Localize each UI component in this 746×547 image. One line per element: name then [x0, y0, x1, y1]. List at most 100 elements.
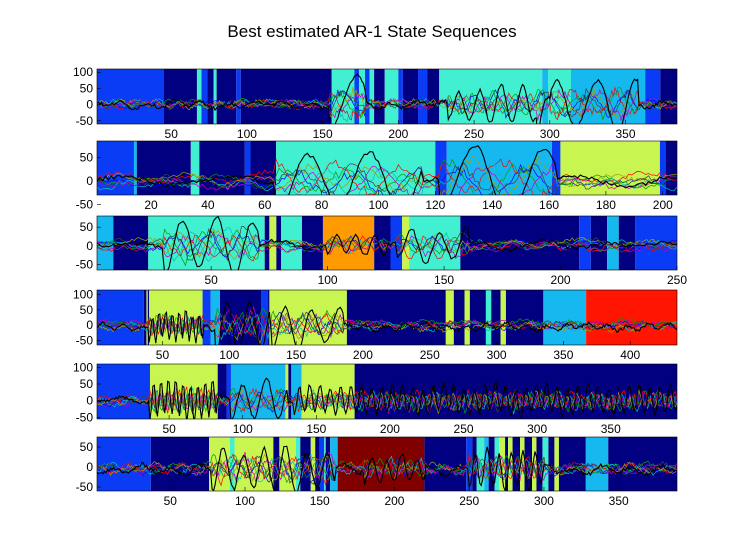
state-segment — [585, 437, 609, 491]
x-tick-label: 40 — [201, 198, 215, 212]
x-tick-label: 100 — [235, 494, 255, 508]
state-segment — [445, 290, 454, 345]
state-segment — [665, 141, 677, 195]
state-segment — [301, 364, 355, 419]
state-segment — [97, 290, 144, 345]
y-tick-label: -50 — [76, 480, 94, 494]
state-segment — [659, 141, 666, 195]
x-tick-label: 120 — [425, 198, 445, 212]
x-tick-label: 200 — [380, 422, 400, 436]
state-segment — [240, 69, 332, 124]
state-segment — [645, 69, 661, 124]
state-segment — [295, 437, 301, 491]
x-tick-label: 20 — [144, 198, 158, 212]
x-tick-label: 300 — [527, 422, 547, 436]
y-tick-label: -50 — [76, 410, 94, 424]
state-segment — [560, 141, 660, 195]
x-tick-label: 200 — [551, 273, 571, 287]
state-segment — [202, 290, 211, 345]
state-segment — [590, 216, 608, 270]
x-tick-label: 200 — [653, 198, 673, 212]
y-tick-label: 100 — [73, 360, 93, 374]
x-tick-label: 50 — [164, 494, 178, 508]
series-line — [97, 228, 677, 267]
state-segment — [358, 69, 366, 124]
state-segment — [660, 69, 677, 124]
state-segment — [500, 290, 506, 345]
x-tick-label: 50 — [204, 273, 218, 287]
state-segment — [424, 437, 467, 491]
state-segment — [216, 69, 237, 124]
state-segment — [398, 69, 403, 124]
state-segment — [365, 69, 370, 124]
x-tick-label: 150 — [310, 494, 330, 508]
x-tick-label: 250 — [420, 348, 440, 362]
subplot-5: 100 50 0 -50 50 100 150 200 250 300 350 — [73, 360, 678, 436]
state-segment — [244, 141, 251, 195]
x-tick-label: 100 — [237, 127, 257, 141]
axes-frame — [96, 363, 678, 420]
state-segment — [213, 69, 217, 124]
series-line — [97, 154, 677, 195]
x-tick-label: 350 — [609, 494, 629, 508]
x-tick-label: 250 — [464, 127, 484, 141]
y-tick-label: 50 — [80, 440, 94, 454]
series-line — [97, 445, 677, 491]
state-segment — [488, 437, 495, 491]
state-segment — [230, 437, 235, 491]
state-segment — [133, 141, 137, 195]
state-segment — [146, 290, 148, 345]
state-segment — [269, 290, 273, 345]
state-segment — [97, 69, 164, 124]
subplot-6: 50 0 -50 50 100 150 200 250 300 350 — [76, 436, 678, 508]
trace-group — [97, 299, 677, 345]
y-tick-label: 50 — [80, 220, 94, 234]
series-line — [97, 145, 677, 195]
y-tick-label: 50 — [80, 303, 94, 317]
state-segment — [524, 437, 532, 491]
x-tick-label: 140 — [482, 198, 502, 212]
x-tick-label: 100 — [368, 198, 388, 212]
state-segment — [453, 290, 465, 345]
state-segment — [505, 290, 544, 345]
trace-group — [97, 216, 677, 270]
state-segment — [499, 437, 506, 491]
state-segment — [97, 141, 134, 195]
y-tick-label: 50 — [80, 377, 94, 391]
axes-frame — [96, 68, 678, 125]
state-segment — [418, 69, 428, 124]
series-line — [97, 453, 677, 483]
series-line — [97, 163, 677, 195]
y-tick-label: -50 — [76, 257, 94, 271]
trace-group — [97, 445, 677, 491]
y-tick-label: -50 — [76, 197, 94, 211]
x-tick-label: 300 — [534, 494, 554, 508]
axes-frame — [96, 289, 678, 346]
state-segment — [542, 437, 549, 491]
state-segment — [310, 437, 316, 491]
state-segment — [548, 437, 555, 491]
x-tick-label: 50 — [156, 348, 170, 362]
state-segment — [469, 290, 486, 345]
state-segment — [427, 69, 440, 124]
x-tick-label: 150 — [434, 273, 454, 287]
x-tick-label: 180 — [596, 198, 616, 212]
x-tick-label: 300 — [487, 348, 507, 362]
state-segment — [196, 69, 202, 124]
chart-title: Best estimated AR-1 State Sequences — [227, 22, 516, 41]
series-line — [97, 453, 677, 487]
axes-frame — [96, 436, 678, 492]
state-segment — [402, 69, 419, 124]
state-segment — [276, 141, 436, 195]
x-tick-label: 160 — [539, 198, 559, 212]
state-segment — [288, 364, 292, 419]
axes-frame — [96, 215, 678, 271]
x-tick-label: 400 — [620, 348, 640, 362]
state-segment — [485, 290, 492, 345]
subplot-2: 50 0 -50 20 40 60 80 100 120 140 160 180 200 — [76, 140, 678, 212]
x-tick-label: 100 — [219, 348, 239, 362]
state-segment — [402, 216, 410, 270]
x-tick-label: 150 — [306, 422, 326, 436]
trace-group — [97, 73, 677, 124]
